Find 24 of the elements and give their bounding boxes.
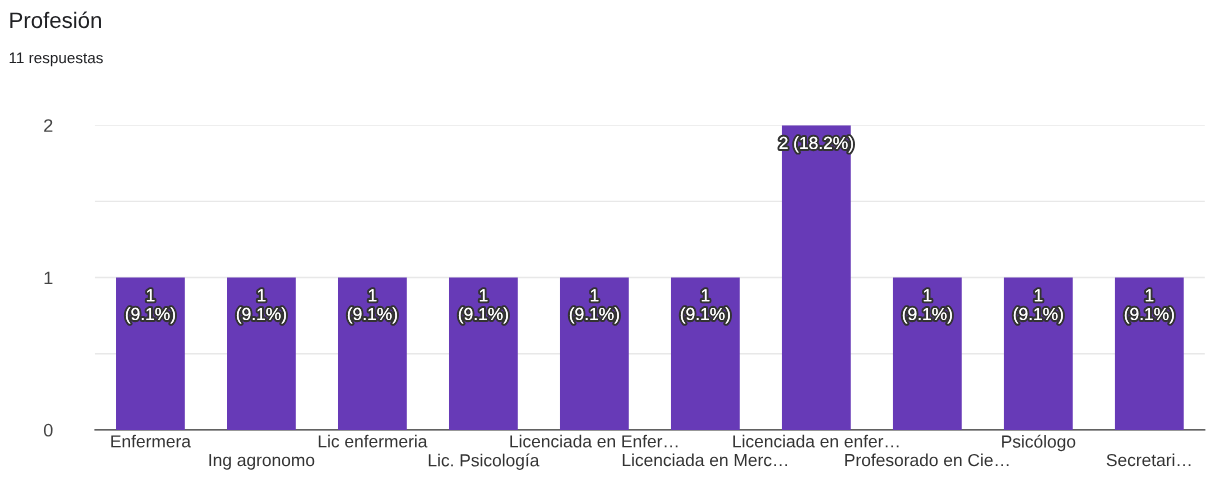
data-label: 1 (9.1%)	[569, 289, 619, 324]
data-label: 1 (9.1%)	[902, 289, 952, 324]
data-label: 1 (9.1%)	[236, 289, 286, 324]
y-tick-label: 2	[44, 119, 53, 132]
x-tick-label: Licenciada en enfer…	[733, 434, 899, 448]
x-tick-label: Lic enfermeria	[318, 434, 428, 448]
data-label: 1 (9.1%)	[680, 289, 730, 324]
y-tick-label: 1	[44, 271, 53, 285]
data-label: 1 (9.1%)	[458, 289, 508, 324]
x-tick-label: Ing agronomo	[209, 454, 315, 470]
x-tick-label: Psicólogo	[1002, 434, 1076, 452]
x-tick-label: Enfermera	[111, 434, 191, 448]
data-label: 1 (9.1%)	[1124, 289, 1174, 324]
chart-title: Profesión	[10, 11, 101, 29]
x-tick-label: Profesorado en Cie…	[845, 453, 1009, 467]
y-tick-label: 0	[43, 423, 53, 437]
data-label: 1 (9.1%)	[125, 289, 175, 324]
x-tick-label: Secretari…	[1106, 453, 1191, 467]
x-tick-label: Licenciada en Merc…	[622, 453, 787, 467]
data-label: 1 (9.1%)	[1013, 289, 1063, 324]
x-tick-label: Licenciada en Enfer…	[510, 434, 678, 448]
data-label: 1 (9.1%)	[347, 289, 397, 324]
x-tick-label: Lic. Psicología	[428, 453, 540, 470]
chart-subtitle: 11 respuestas	[9, 52, 103, 67]
